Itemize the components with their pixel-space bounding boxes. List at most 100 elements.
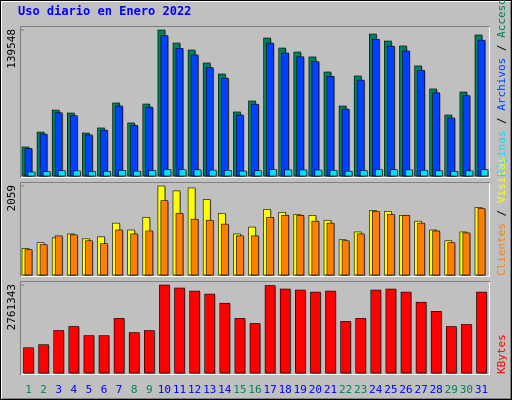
- bar: [174, 287, 185, 374]
- legend-entry: Archivos: [495, 58, 508, 111]
- bar: [57, 170, 66, 177]
- x-tick-label: 15: [233, 383, 246, 396]
- bar: [402, 215, 410, 276]
- bar: [100, 243, 108, 276]
- bar: [144, 330, 155, 374]
- bar: [113, 318, 125, 374]
- bar: [266, 216, 274, 276]
- bar: [175, 213, 184, 276]
- bar: [251, 103, 259, 177]
- bar: [344, 170, 353, 177]
- legend-separator: /: [495, 111, 508, 131]
- bar: [160, 200, 169, 276]
- legend-entry: KBytes: [495, 334, 508, 374]
- x-tick-label: 6: [101, 383, 108, 396]
- bar: [163, 169, 172, 177]
- bar: [189, 290, 200, 374]
- panel-light: [21, 27, 490, 178]
- bar: [420, 169, 428, 177]
- x-tick-label: 19: [294, 383, 307, 396]
- bar: [435, 170, 444, 177]
- legend: KBytes: [495, 334, 508, 374]
- bar: [296, 56, 305, 177]
- bar: [103, 171, 111, 177]
- bar: [465, 170, 474, 177]
- bar: [98, 335, 110, 374]
- bar: [208, 169, 217, 177]
- bar: [264, 285, 276, 374]
- bar: [236, 235, 244, 276]
- x-tick-label: 5: [86, 383, 93, 396]
- bar: [269, 169, 277, 177]
- panel-light: [21, 282, 490, 375]
- bar: [224, 170, 232, 177]
- bar: [415, 301, 427, 374]
- chart-title: Uso diario en Enero 2022: [18, 4, 191, 18]
- bar: [296, 215, 305, 276]
- bar: [341, 108, 350, 177]
- x-tick-label: 28: [430, 383, 443, 396]
- bar: [461, 324, 472, 374]
- x-tick-label: 18: [279, 383, 292, 396]
- bar: [447, 117, 456, 177]
- panel-shadow: [20, 281, 490, 375]
- bar: [477, 208, 486, 276]
- bar: [356, 79, 365, 177]
- bar: [480, 169, 489, 177]
- bar: [100, 129, 108, 177]
- bar: [445, 326, 457, 374]
- bar: [251, 235, 259, 276]
- bar: [219, 302, 231, 374]
- bar: [145, 106, 154, 177]
- bar: [68, 326, 80, 374]
- bar: [385, 288, 397, 374]
- bar: [24, 249, 33, 276]
- legend-entry: Páginas: [495, 131, 508, 177]
- bar: [236, 114, 244, 177]
- bar: [254, 170, 262, 177]
- bar: [38, 344, 49, 374]
- bar: [447, 242, 456, 276]
- x-tick-label: 1: [25, 383, 32, 396]
- bar: [387, 214, 395, 276]
- bar: [175, 48, 184, 177]
- bar: [310, 291, 321, 374]
- bar: [326, 75, 335, 177]
- panel-light: [21, 183, 490, 277]
- bar: [417, 222, 425, 276]
- bar: [83, 335, 95, 374]
- bar: [39, 244, 48, 276]
- x-tick-label: 2: [40, 383, 47, 396]
- bar: [27, 171, 36, 177]
- bar: [387, 45, 395, 177]
- x-tick-label: 13: [203, 383, 216, 396]
- bar: [462, 95, 471, 177]
- bar: [190, 218, 199, 276]
- x-tick-label: 27: [414, 383, 427, 396]
- bar: [160, 35, 169, 177]
- x-tick-label: 4: [70, 383, 77, 396]
- x-tick-label: 26: [399, 383, 412, 396]
- bar: [370, 289, 382, 374]
- x-tick-label: 7: [116, 383, 123, 396]
- bar: [234, 318, 246, 374]
- bar: [145, 230, 154, 276]
- bar: [239, 170, 247, 177]
- x-tick-label: 24: [369, 383, 383, 396]
- x-tick-label: 30: [460, 383, 473, 396]
- bar: [329, 170, 338, 177]
- bar: [221, 77, 229, 177]
- bar: [70, 234, 78, 276]
- bar: [340, 321, 351, 374]
- bar: [477, 39, 486, 177]
- legend: Clientes / Visitas: [495, 157, 508, 276]
- bar: [374, 169, 383, 177]
- bar: [133, 170, 141, 177]
- bar: [249, 323, 261, 374]
- x-tick-label: 25: [384, 383, 397, 396]
- legend-entry: Visitas: [495, 157, 508, 203]
- bar: [325, 290, 336, 374]
